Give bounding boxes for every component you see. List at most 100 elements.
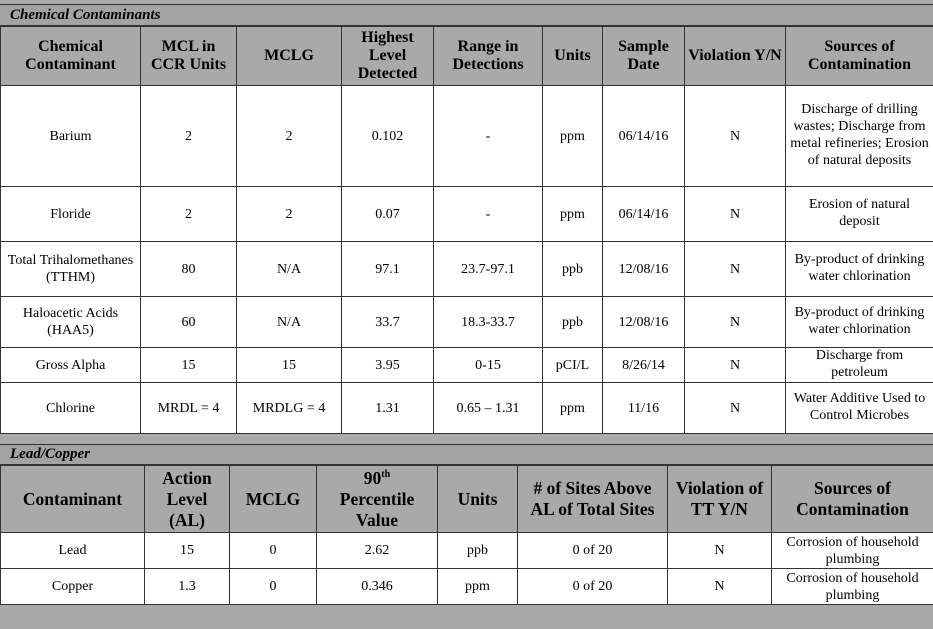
col-header-violation: Violation of TT Y/N [667,465,772,533]
col-header-90th-percentile: 90th Percentile Value [316,465,438,533]
cell-contaminant: Chlorine [0,382,141,434]
cell-mcl: MRDL = 4 [140,382,237,434]
cell-date: 06/14/16 [602,85,685,187]
cell-highest: 0.102 [341,85,434,187]
cell-range: - [433,186,543,242]
cell-violation: N [684,347,786,383]
cell-sources: Discharge of drilling wastes; Discharge … [785,85,933,187]
cell-range: 23.7-97.1 [433,241,543,297]
cell-mcl: 15 [140,347,237,383]
cell-sources: Corrosion of household plumbing [771,568,933,605]
lead-copper-table: Contaminant Action Level (AL) MCLG 90th P… [0,465,933,605]
cell-violation: N [684,85,786,187]
cell-units: ppb [542,241,603,297]
cell-contaminant: Haloacetic Acids (HAA5) [0,296,141,348]
cell-violation: N [684,186,786,242]
cell-sources: Discharge from petroleum [785,347,933,383]
cell-sources: By-product of drinking water chlorinatio… [785,241,933,297]
cell-units: ppm [542,382,603,434]
lead-header-row: Contaminant Action Level (AL) MCLG 90th P… [0,465,933,533]
cell-mclg: N/A [236,241,342,297]
cell-highest: 3.95 [341,347,434,383]
col-header-units: Units [542,26,603,86]
col-header-action-level: Action Level (AL) [144,465,230,533]
cell-mclg: N/A [236,296,342,348]
col-header-sources: Sources of Contamination [785,26,933,86]
cell-violation: N [667,568,772,605]
cell-mclg: MRDLG = 4 [236,382,342,434]
cell-highest: 97.1 [341,241,434,297]
cell-contaminant: Copper [0,568,145,605]
chemical-row: Floride 2 2 0.07- ppm 06/14/16 N Erosion of nat… [0,186,933,242]
col-header-contaminant: Chemical Contaminant [0,26,141,86]
cell-highest: 33.7 [341,296,434,348]
cell-mcl: 2 [140,85,237,187]
cell-units: ppm [542,186,603,242]
cell-range: 0.65 – 1.31 [433,382,543,434]
cell-units: ppm [542,85,603,187]
cell-mcl: 80 [140,241,237,297]
cell-sources: Erosion of natural deposit [785,186,933,242]
cell-range: 0-15 [433,347,543,383]
lead-copper-row: Lead 15 0 2.62 ppb 0 of 20 N Corrosion of house… [0,532,933,569]
cell-mcl: 2 [140,186,237,242]
col-header-sites-above-al: # of Sites Above AL of Total Sites [517,465,668,533]
percentile-number: 90 [363,467,382,488]
col-header-units: Units [437,465,518,533]
cell-violation: N [684,241,786,297]
lead-copper-section-title: Lead/Copper [0,444,933,465]
chemical-header-row: Chemical Contaminant MCL in CCR Units MC… [0,26,933,86]
cell-mclg: 2 [236,186,342,242]
cell-mcl: 60 [140,296,237,348]
col-header-mcl: MCL in CCR Units [140,26,237,86]
chemical-row: Barium 2 2 0.102- ppm 06/14/16 N Discharge of d… [0,85,933,187]
cell-units: pCI/L [542,347,603,383]
col-header-mclg: MCLG [236,26,342,86]
cell-sources: Corrosion of household plumbing [771,532,933,569]
cell-date: 11/16 [602,382,685,434]
cell-action: 15 [144,532,230,569]
percentile-label: Percentile Value [339,488,415,530]
cell-pct: 0.346 [316,568,438,605]
chemical-row: Chlorine MRDL = 4 MRDLG = 4 1.31 0.65 – 1.31… [0,382,933,434]
col-header-violation: Violation Y/N [684,26,786,86]
col-header-range: Range in Detections [433,26,543,86]
cell-contaminant: Floride [0,186,141,242]
cell-date: 8/26/14 [602,347,685,383]
cell-sites: 0 of 20 [517,568,668,605]
cell-violation: N [667,532,772,569]
col-header-sources: Sources of Contamination [771,465,933,533]
cell-mclg: 0 [229,568,317,605]
cell-date: 12/08/16 [602,296,685,348]
col-header-highest-level: Highest Level Detected [341,26,434,86]
cell-units: ppm [437,568,518,605]
cell-contaminant: Barium [0,85,141,187]
cell-date: 06/14/16 [602,186,685,242]
cell-sources: Water Additive Used to Control Microbes [785,382,933,434]
chemical-row: Total Trihalomethanes (TTHM) 80 N/A 97.1 23.… [0,241,933,297]
cell-violation: N [684,382,786,434]
chemical-section-title: Chemical Contaminants [0,4,933,26]
cell-units: ppb [542,296,603,348]
cell-contaminant: Gross Alpha [0,347,141,383]
cell-highest: 1.31 [341,382,434,434]
cell-highest: 0.07 [341,186,434,242]
cell-mclg: 15 [236,347,342,383]
cell-range: - [433,85,543,187]
cell-mclg: 2 [236,85,342,187]
cell-date: 12/08/16 [602,241,685,297]
lead-copper-row: Copper 1.3 0 0.346 ppm 0 of 20 N Corrosion of h… [0,568,933,605]
cell-contaminant: Lead [0,532,145,569]
cell-pct: 2.62 [316,532,438,569]
percentile-suffix: th [381,468,391,480]
col-header-contaminant: Contaminant [0,465,145,533]
cell-range: 18.3-33.7 [433,296,543,348]
cell-contaminant: Total Trihalomethanes (TTHM) [0,241,141,297]
col-header-mclg: MCLG [229,465,317,533]
col-header-sample-date: Sample Date [602,26,685,86]
chemical-row: Gross Alpha 15 15 3.95 0-15 pCI/L 8/26/14 N Disc… [0,347,933,383]
cell-action: 1.3 [144,568,230,605]
cell-mclg: 0 [229,532,317,569]
chemical-row: Haloacetic Acids (HAA5) 60 N/A 33.7 18.3-33.… [0,296,933,348]
cell-violation: N [684,296,786,348]
